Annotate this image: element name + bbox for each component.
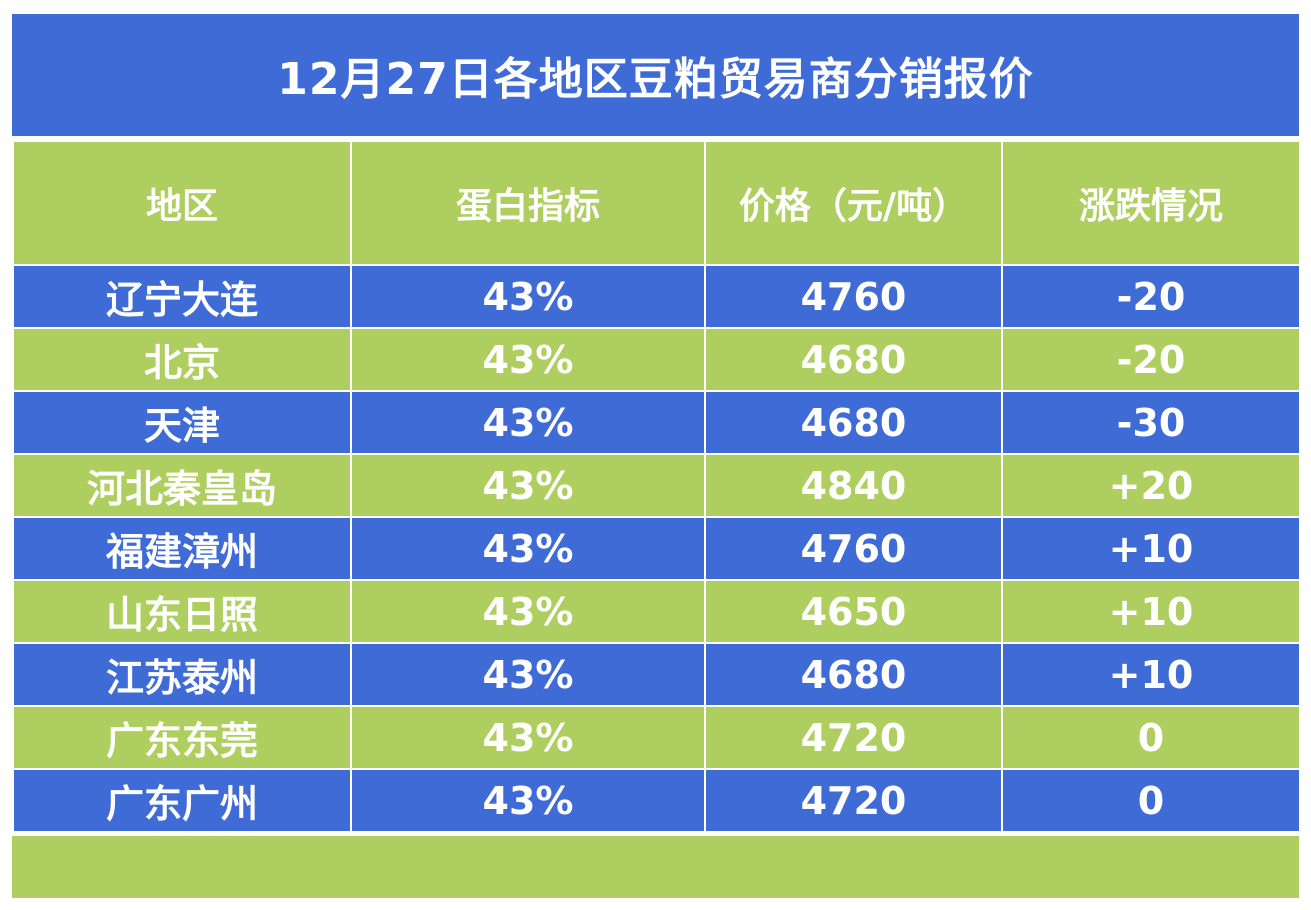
header-change: 涨跌情况 — [1001, 140, 1301, 266]
region-cell: 北京 — [12, 327, 352, 392]
change-cell: +20 — [1001, 453, 1301, 518]
price-cell: 4680 — [704, 327, 1003, 392]
price-cell: 4840 — [704, 453, 1003, 518]
protein-cell: 43% — [350, 705, 706, 770]
table-row: 广东东莞 43% 4720 0 — [12, 705, 1301, 770]
change-cell: +10 — [1001, 579, 1301, 644]
protein-cell: 43% — [350, 516, 706, 581]
table-row: 辽宁大连 43% 4760 -20 — [12, 264, 1301, 329]
footer-band — [12, 836, 1299, 898]
change-cell: 0 — [1001, 705, 1301, 770]
region-cell: 江苏泰州 — [12, 642, 352, 707]
protein-cell: 43% — [350, 390, 706, 455]
table-header-row: 地区 蛋白指标 价格（元/吨） 涨跌情况 — [12, 140, 1301, 266]
price-cell: 4720 — [704, 705, 1003, 770]
table-row: 天津 43% 4680 -30 — [12, 390, 1301, 455]
table-row: 河北秦皇岛 43% 4840 +20 — [12, 453, 1301, 518]
change-cell: -30 — [1001, 390, 1301, 455]
page-title: 12月27日各地区豆粕贸易商分销报价 — [277, 54, 1034, 105]
protein-cell: 43% — [350, 579, 706, 644]
protein-cell: 43% — [350, 768, 706, 833]
price-table-frame: 12月27日各地区豆粕贸易商分销报价 地区 蛋白指标 价格（元/吨） 涨跌情况 … — [12, 14, 1301, 898]
change-cell: +10 — [1001, 642, 1301, 707]
table-row: 广东广州 43% 4720 0 — [12, 768, 1301, 833]
table-row: 江苏泰州 43% 4680 +10 — [12, 642, 1301, 707]
price-cell: 4760 — [704, 516, 1003, 581]
protein-cell: 43% — [350, 264, 706, 329]
change-cell: 0 — [1001, 768, 1301, 833]
title-bar: 12月27日各地区豆粕贸易商分销报价 — [12, 14, 1299, 136]
table-row: 山东日照 43% 4650 +10 — [12, 579, 1301, 644]
price-table: 地区 蛋白指标 价格（元/吨） 涨跌情况 辽宁大连 43% 4760 -20 北… — [12, 140, 1301, 833]
price-cell: 4680 — [704, 390, 1003, 455]
region-cell: 天津 — [12, 390, 352, 455]
price-cell: 4650 — [704, 579, 1003, 644]
price-cell: 4680 — [704, 642, 1003, 707]
header-price: 价格（元/吨） — [704, 140, 1003, 266]
table-row: 福建漳州 43% 4760 +10 — [12, 516, 1301, 581]
region-cell: 广东广州 — [12, 768, 352, 833]
change-cell: +10 — [1001, 516, 1301, 581]
change-cell: -20 — [1001, 327, 1301, 392]
region-cell: 辽宁大连 — [12, 264, 352, 329]
price-cell: 4720 — [704, 768, 1003, 833]
change-cell: -20 — [1001, 264, 1301, 329]
header-protein: 蛋白指标 — [350, 140, 706, 266]
region-cell: 福建漳州 — [12, 516, 352, 581]
protein-cell: 43% — [350, 642, 706, 707]
region-cell: 河北秦皇岛 — [12, 453, 352, 518]
protein-cell: 43% — [350, 327, 706, 392]
protein-cell: 43% — [350, 453, 706, 518]
header-region: 地区 — [12, 140, 352, 266]
price-cell: 4760 — [704, 264, 1003, 329]
table-row: 北京 43% 4680 -20 — [12, 327, 1301, 392]
region-cell: 广东东莞 — [12, 705, 352, 770]
region-cell: 山东日照 — [12, 579, 352, 644]
